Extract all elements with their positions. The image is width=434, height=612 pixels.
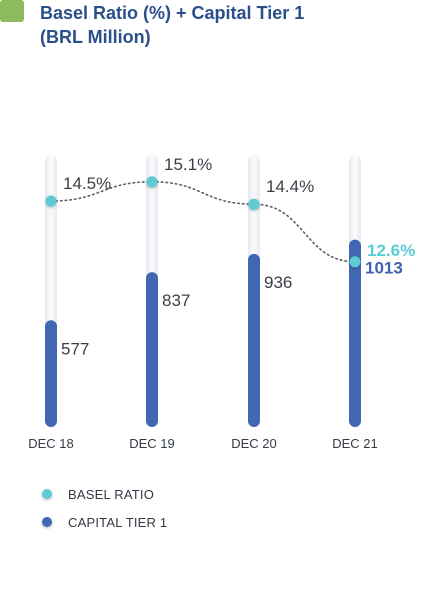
basel-ratio-value-label: 12.6% (367, 241, 415, 260)
capital-tier-1-dot-icon (42, 517, 52, 527)
legend-label-basel-ratio: BASEL RATIO (68, 486, 155, 502)
chart-subtitle: (BRL Million) (40, 27, 151, 47)
x-axis-tick-label: DEC 21 (332, 436, 378, 451)
basel-ratio-point (146, 176, 158, 188)
capital-tier-1-value-label: 577 (61, 339, 89, 358)
chart-title: Basel Ratio (%) + Capital Tier 1 (BRL Mi… (40, 1, 340, 49)
x-axis-tick-label: DEC 19 (129, 436, 175, 451)
capital-tier-1-value-label: 837 (162, 291, 190, 310)
chart-title-line-1: Basel Ratio (%) + Capital Tier 1 (40, 3, 305, 23)
basel-ratio-point (349, 256, 361, 268)
basel-ratio-point (45, 195, 57, 207)
basel-ratio-dot-icon (42, 489, 52, 499)
capital-tier-1-value-label: 936 (264, 273, 292, 292)
basel-ratio-value-label: 14.4% (266, 177, 314, 196)
chart-legend: BASEL RATIO CAPITAL TIER 1 (42, 484, 167, 540)
capital-tier-1-bar (349, 239, 361, 427)
chart-header: Basel Ratio (%) + Capital Tier 1 (BRL Mi… (0, 0, 434, 56)
x-axis-tick-label: DEC 20 (231, 436, 277, 451)
legend-item-capital-tier-1: CAPITAL TIER 1 (42, 512, 167, 532)
basel-ratio-point (248, 198, 260, 210)
capital-tier-1-bar (248, 253, 260, 427)
basel-ratio-value-label: 15.1% (164, 155, 212, 174)
basel-ratio-value-label: 14.5% (63, 174, 111, 193)
basel-ratio-line (50, 180, 356, 263)
capital-tier-1-bar (45, 320, 57, 427)
accent-square (0, 0, 24, 22)
x-axis-tick-label: DEC 18 (28, 436, 74, 451)
capital-tier-1-bar (146, 272, 158, 427)
legend-label-capital-tier-1: CAPITAL TIER 1 (68, 514, 168, 530)
basel-capital-chart: 577 837 936 1013 14.5% 15.1% 14.4% 12.6% DEC 18 D… (28, 155, 415, 451)
capital-tier-1-value-label: 1013 (365, 259, 403, 278)
legend-item-basel-ratio: BASEL RATIO (42, 484, 167, 504)
